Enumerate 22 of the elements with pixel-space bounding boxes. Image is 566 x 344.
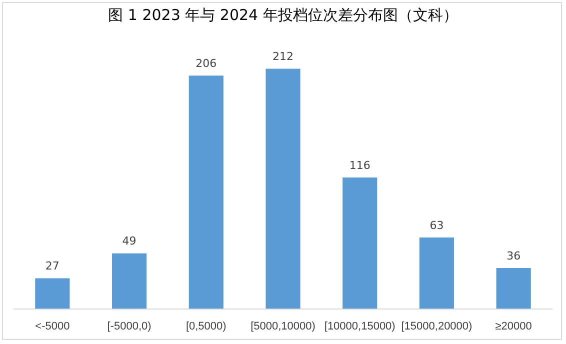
data-label: 212 — [272, 50, 294, 64]
x-tick-label: [5000,10000) — [250, 320, 316, 332]
x-tick-label: [-5000,0) — [107, 320, 152, 332]
x-tick-label: ≥20000 — [495, 320, 532, 332]
bar — [188, 76, 224, 309]
data-label: 206 — [196, 56, 217, 70]
bar — [266, 68, 300, 309]
bar — [342, 177, 378, 309]
data-label: 63 — [430, 218, 444, 232]
x-tick-label: [0,5000) — [186, 320, 226, 332]
data-label: 27 — [45, 260, 60, 273]
data-label: 49 — [122, 234, 136, 248]
chart-title: 图 1 2023 年与 2024 年投档位次差分布图（文科） — [107, 5, 459, 26]
x-tick-label: [15000,20000) — [401, 320, 472, 332]
x-tick-label: <-5000 — [35, 320, 70, 332]
bar — [35, 278, 70, 309]
x-tick-label: [10000,15000) — [324, 320, 396, 332]
data-label: 116 — [349, 158, 370, 172]
data-label: 36 — [506, 249, 521, 262]
bar — [419, 237, 454, 309]
bar — [496, 268, 531, 309]
bar — [112, 253, 147, 309]
